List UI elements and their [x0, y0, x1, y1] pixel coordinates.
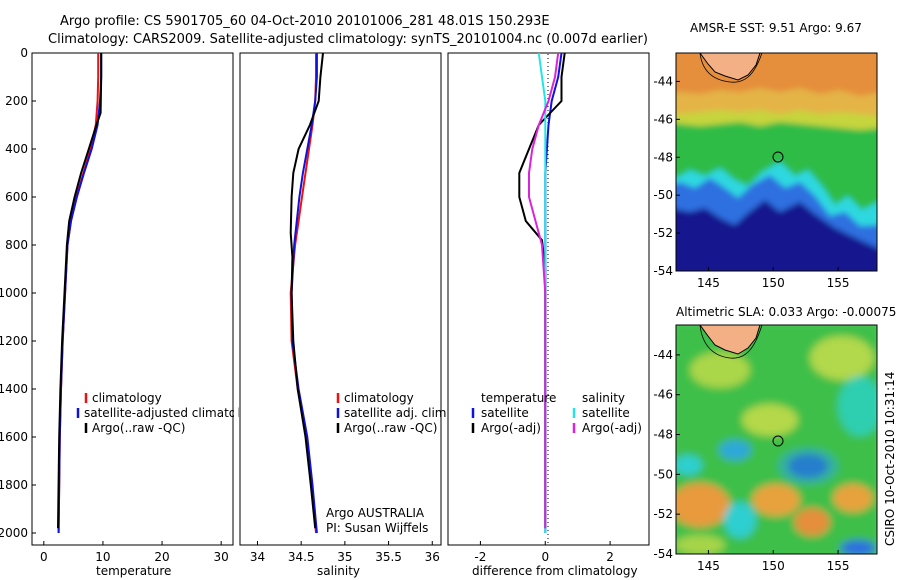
sla-land-tasmania [699, 325, 761, 355]
temperature-y-tick-label-6: 1200 [0, 334, 28, 348]
temperature-panel: 0 200 400 600 800 1000 1200 1400 1600 1800 2000 0 1… [0, 46, 262, 578]
salinity-x-tick-label-3: 35.5 [375, 550, 402, 564]
salinity-annotation-1: Argo AUSTRALIA [326, 506, 425, 520]
temperature-y-tick-label-1: 200 [5, 94, 28, 108]
salinity-legend-argo: Argo(..raw -QC) [344, 421, 437, 435]
sst-map-lat-tick-label-5: -54 [653, 264, 673, 278]
salinity-legend-climatology: climatology [344, 391, 414, 405]
sst-map-lat-tick-label-3: -50 [653, 188, 673, 202]
sla-map-ticks: 145 150 155 -44 -46 -48 -50 -52 -54 [653, 348, 849, 573]
difference-legend-salinity-title: salinity [582, 391, 625, 405]
salinity-x-tick-label-1: 34.5 [288, 550, 315, 564]
temperature-y-tick-label-5: 1000 [0, 286, 28, 300]
temperature-y-tick-label-8: 1600 [0, 430, 28, 444]
sla-map-lat-tick-label-4: -52 [653, 507, 673, 521]
salinity-x-tick-label-2: 35 [337, 550, 352, 564]
temperature-y-tick-label-7: 1400 [0, 382, 28, 396]
salinity-x-tick-label-0: 34 [250, 550, 265, 564]
temperature-x-tick-label-0: 0 [40, 550, 48, 564]
temperature-y-tick-label-3: 600 [5, 190, 28, 204]
side-caption: CSIRO 10-Oct-2010 10:31:14 [883, 372, 897, 546]
difference-x-tick-label-0: -2 [474, 550, 486, 564]
sla-coast-contour [699, 325, 763, 359]
difference-legend: temperature satellite Argo(-adj) salinit… [471, 391, 642, 435]
sst-map-lon-tick-label-1: 150 [762, 276, 785, 290]
sla-map-lat-tick-label-2: -48 [653, 428, 673, 442]
temperature-panel-gutter [234, 53, 238, 545]
sla-map-title: Altimetric SLA: 0.033 Argo: -0.00075 [676, 305, 896, 319]
sst-argo-marker [772, 151, 784, 163]
temperature-x-ticks: 0 10 20 30 [40, 541, 229, 564]
salinity-x-ticks: 34 34.5 35 35.5 36 [250, 541, 440, 564]
sla-map-frame [675, 324, 878, 555]
difference-lines [518, 52, 566, 533]
difference-x-tick-label-2: 2 [606, 550, 614, 564]
difference-series-3 [528, 52, 560, 529]
sst-map-lat-tick-label-4: -52 [653, 226, 673, 240]
sla-map-lon-tick-label-2: 155 [827, 559, 850, 573]
temperature-axes-frame [31, 52, 234, 546]
sst-map-lon-tick-label-2: 155 [827, 276, 850, 290]
difference-legend-temp-argo: Argo(-adj) [481, 421, 541, 435]
temperature-legend-climatology: climatology [92, 391, 162, 405]
salinity-x-label: salinity [317, 564, 360, 578]
temperature-legend: climatology satellite-adjusted climatolo… [76, 391, 262, 435]
temperature-x-tick-label-2: 20 [154, 550, 169, 564]
header-line-1: Argo profile: CS 5901705_60 04-Oct-2010 … [60, 14, 550, 29]
salinity-panel: 34 34.5 35 35.5 36 salinity climatology sate… [239, 52, 450, 578]
difference-panel: -2 0 2 difference from climatology tempera… [447, 52, 650, 578]
sst-coast-contour [699, 53, 763, 83]
difference-x-tick-label-1: 0 [541, 550, 549, 564]
sst-map-frame [675, 52, 878, 272]
sla-map-lat-tick-label-3: -50 [653, 467, 673, 481]
temperature-y-tick-label-4: 800 [5, 238, 28, 252]
header-line-2: Climatology: CARS2009. Satellite-adjuste… [48, 32, 648, 47]
sst-map-ticks: 145 150 155 -44 -46 -48 -50 -52 -54 [653, 74, 849, 290]
temperature-x-tick-label-1: 10 [95, 550, 110, 564]
temperature-y-tick-label-9: 1800 [0, 478, 28, 492]
sst-map-lon-tick-label-0: 145 [697, 276, 720, 290]
temperature-lines [57, 53, 103, 534]
salinity-legend-satellite: satellite adj. clim. [344, 406, 450, 420]
difference-legend-temperature-title: temperature [481, 391, 556, 405]
sla-map-lat-tick-label-5: -54 [653, 547, 673, 561]
temperature-x-label: temperature [96, 564, 171, 578]
salinity-legend: climatology satellite adj. clim. Argo(..… [336, 391, 450, 435]
sla-map-panel: Altimetric SLA: 0.033 Argo: -0.00075 [653, 305, 896, 573]
sla-map-lon-tick-label-1: 150 [762, 559, 785, 573]
salinity-annotation-2: PI: Susan Wijffels [326, 521, 428, 535]
temperature-y-tick-label-0: 0 [20, 46, 28, 60]
temperature-y-tick-label-10: 2000 [0, 526, 28, 540]
sst-land-tasmania [699, 53, 761, 81]
sst-map-lat-tick-label-0: -44 [653, 74, 673, 88]
temperature-series-2 [57, 53, 103, 529]
sst-map-panel: AMSR-E SST: 9.51 Argo: 9.67 145 150 155 -44… [653, 21, 878, 290]
temperature-x-tick-label-3: 30 [214, 550, 229, 564]
sla-map-field [676, 325, 877, 554]
difference-x-ticks: -2 0 2 [474, 541, 614, 564]
sst-map-lat-tick-label-1: -46 [653, 112, 673, 126]
difference-legend-sal-satellite: satellite [582, 406, 630, 420]
salinity-x-tick-label-4: 36 [425, 550, 440, 564]
salinity-lines [289, 52, 324, 534]
temperature-y-ticks: 0 200 400 600 800 1000 1200 1400 1600 1800 2000 [0, 46, 36, 540]
temperature-legend-argo: Argo(..raw -QC) [92, 421, 185, 435]
difference-legend-temp-satellite: satellite [481, 406, 529, 420]
difference-legend-sal-argo: Argo(-adj) [582, 421, 642, 435]
salinity-series-2 [289, 52, 324, 529]
sst-map-title: AMSR-E SST: 9.51 Argo: 9.67 [690, 21, 862, 35]
temperature-y-tick-label-2: 400 [5, 142, 28, 156]
difference-x-label: difference from climatology [472, 564, 638, 578]
temperature-legend-satellite: satellite-adjusted climatology [84, 406, 262, 420]
sla-argo-marker [772, 435, 784, 447]
sla-map-lon-tick-label-0: 145 [697, 559, 720, 573]
sst-map-lat-tick-label-2: -48 [653, 150, 673, 164]
sla-map-lat-tick-label-1: -46 [653, 388, 673, 402]
salinity-axes-frame [239, 52, 442, 546]
sla-map-lat-tick-label-0: -44 [653, 348, 673, 362]
sst-map-field [676, 53, 877, 271]
salinity-series-1 [290, 53, 318, 534]
